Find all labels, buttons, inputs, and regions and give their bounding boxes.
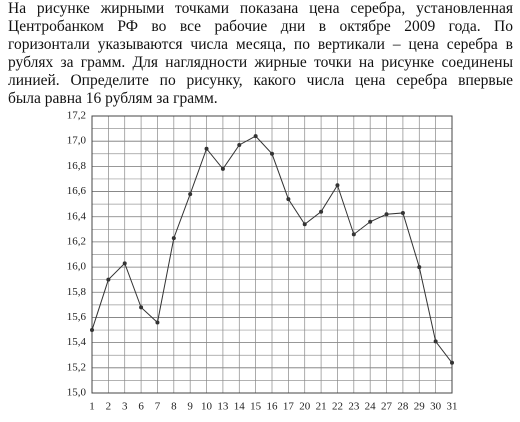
- x-tick-label: 16: [267, 401, 279, 413]
- data-point: [368, 219, 373, 224]
- x-tick-label: 28: [397, 401, 409, 413]
- x-tick-label: 6: [138, 401, 144, 413]
- text-line: рублях за грамм. Для наглядности жирные …: [8, 54, 513, 71]
- x-tick-label: 8: [171, 401, 177, 413]
- y-tick-label: 15,4: [67, 336, 87, 348]
- y-tick-label: 15,6: [67, 311, 87, 323]
- data-point: [188, 192, 193, 197]
- y-tick-label: 16,8: [67, 160, 87, 172]
- data-point: [139, 305, 144, 310]
- x-tick-label: 15: [250, 401, 262, 413]
- x-tick-label: 30: [430, 401, 442, 413]
- y-tick-label: 16,4: [67, 210, 87, 222]
- data-point: [351, 232, 356, 237]
- data-point: [155, 320, 160, 325]
- text-line: На рисунке жирными точками показана цена…: [8, 0, 513, 17]
- y-tick-label: 17,0: [67, 135, 87, 147]
- x-tick-label: 31: [447, 401, 458, 413]
- x-tick-label: 17: [283, 401, 295, 413]
- x-tick-label: 21: [316, 401, 327, 413]
- x-tick-label: 13: [217, 401, 229, 413]
- x-tick-label: 10: [201, 401, 213, 413]
- y-tick-label: 17,2: [67, 110, 86, 122]
- problem-text: На рисунке жирными точками показана цена…: [8, 0, 513, 108]
- text-line: горизонтали указываются числа месяца, по…: [8, 36, 513, 53]
- plot-frame: [91, 115, 453, 394]
- data-point: [335, 183, 340, 188]
- data-point: [400, 210, 405, 215]
- data-point: [171, 236, 176, 241]
- data-point: [319, 209, 324, 214]
- x-tick-label: 3: [122, 401, 128, 413]
- data-point: [384, 212, 389, 217]
- y-tick-label: 16,6: [67, 185, 87, 197]
- data-point: [204, 146, 209, 151]
- data-point: [122, 261, 127, 266]
- x-tick-label: 20: [299, 401, 311, 413]
- y-tick-label: 15,0: [67, 387, 87, 399]
- x-tick-label: 29: [414, 401, 426, 413]
- data-point: [302, 222, 307, 227]
- x-tick-label: 7: [155, 401, 161, 413]
- x-tick-label: 22: [332, 401, 343, 413]
- y-tick-label: 15,2: [67, 361, 86, 373]
- x-tick-label: 14: [234, 401, 246, 413]
- text-line: была равна 16 рублям за грамм.: [8, 90, 218, 107]
- data-point: [286, 197, 291, 202]
- data-point: [417, 265, 422, 270]
- x-tick-label: 27: [381, 401, 393, 413]
- text-line: Центробанком РФ во все рабочие дни в окт…: [8, 18, 513, 35]
- x-tick-label: 24: [365, 401, 377, 413]
- x-tick-label: 2: [106, 401, 112, 413]
- x-tick-label: 23: [348, 401, 360, 413]
- x-tick-label: 9: [187, 401, 193, 413]
- y-tick-label: 16,0: [67, 261, 87, 273]
- text-line: линией. Определите по рисунку, какого чи…: [8, 72, 513, 89]
- data-point: [90, 328, 94, 333]
- data-point: [106, 277, 111, 282]
- data-point: [450, 360, 454, 365]
- data-point: [220, 166, 225, 171]
- data-point: [270, 151, 274, 156]
- x-tick-label: 1: [89, 401, 95, 413]
- y-tick-label: 16,2: [67, 235, 86, 247]
- y-tick-label: 15,8: [67, 286, 87, 298]
- data-point: [253, 134, 258, 139]
- data-point: [433, 339, 438, 344]
- data-point: [237, 142, 242, 147]
